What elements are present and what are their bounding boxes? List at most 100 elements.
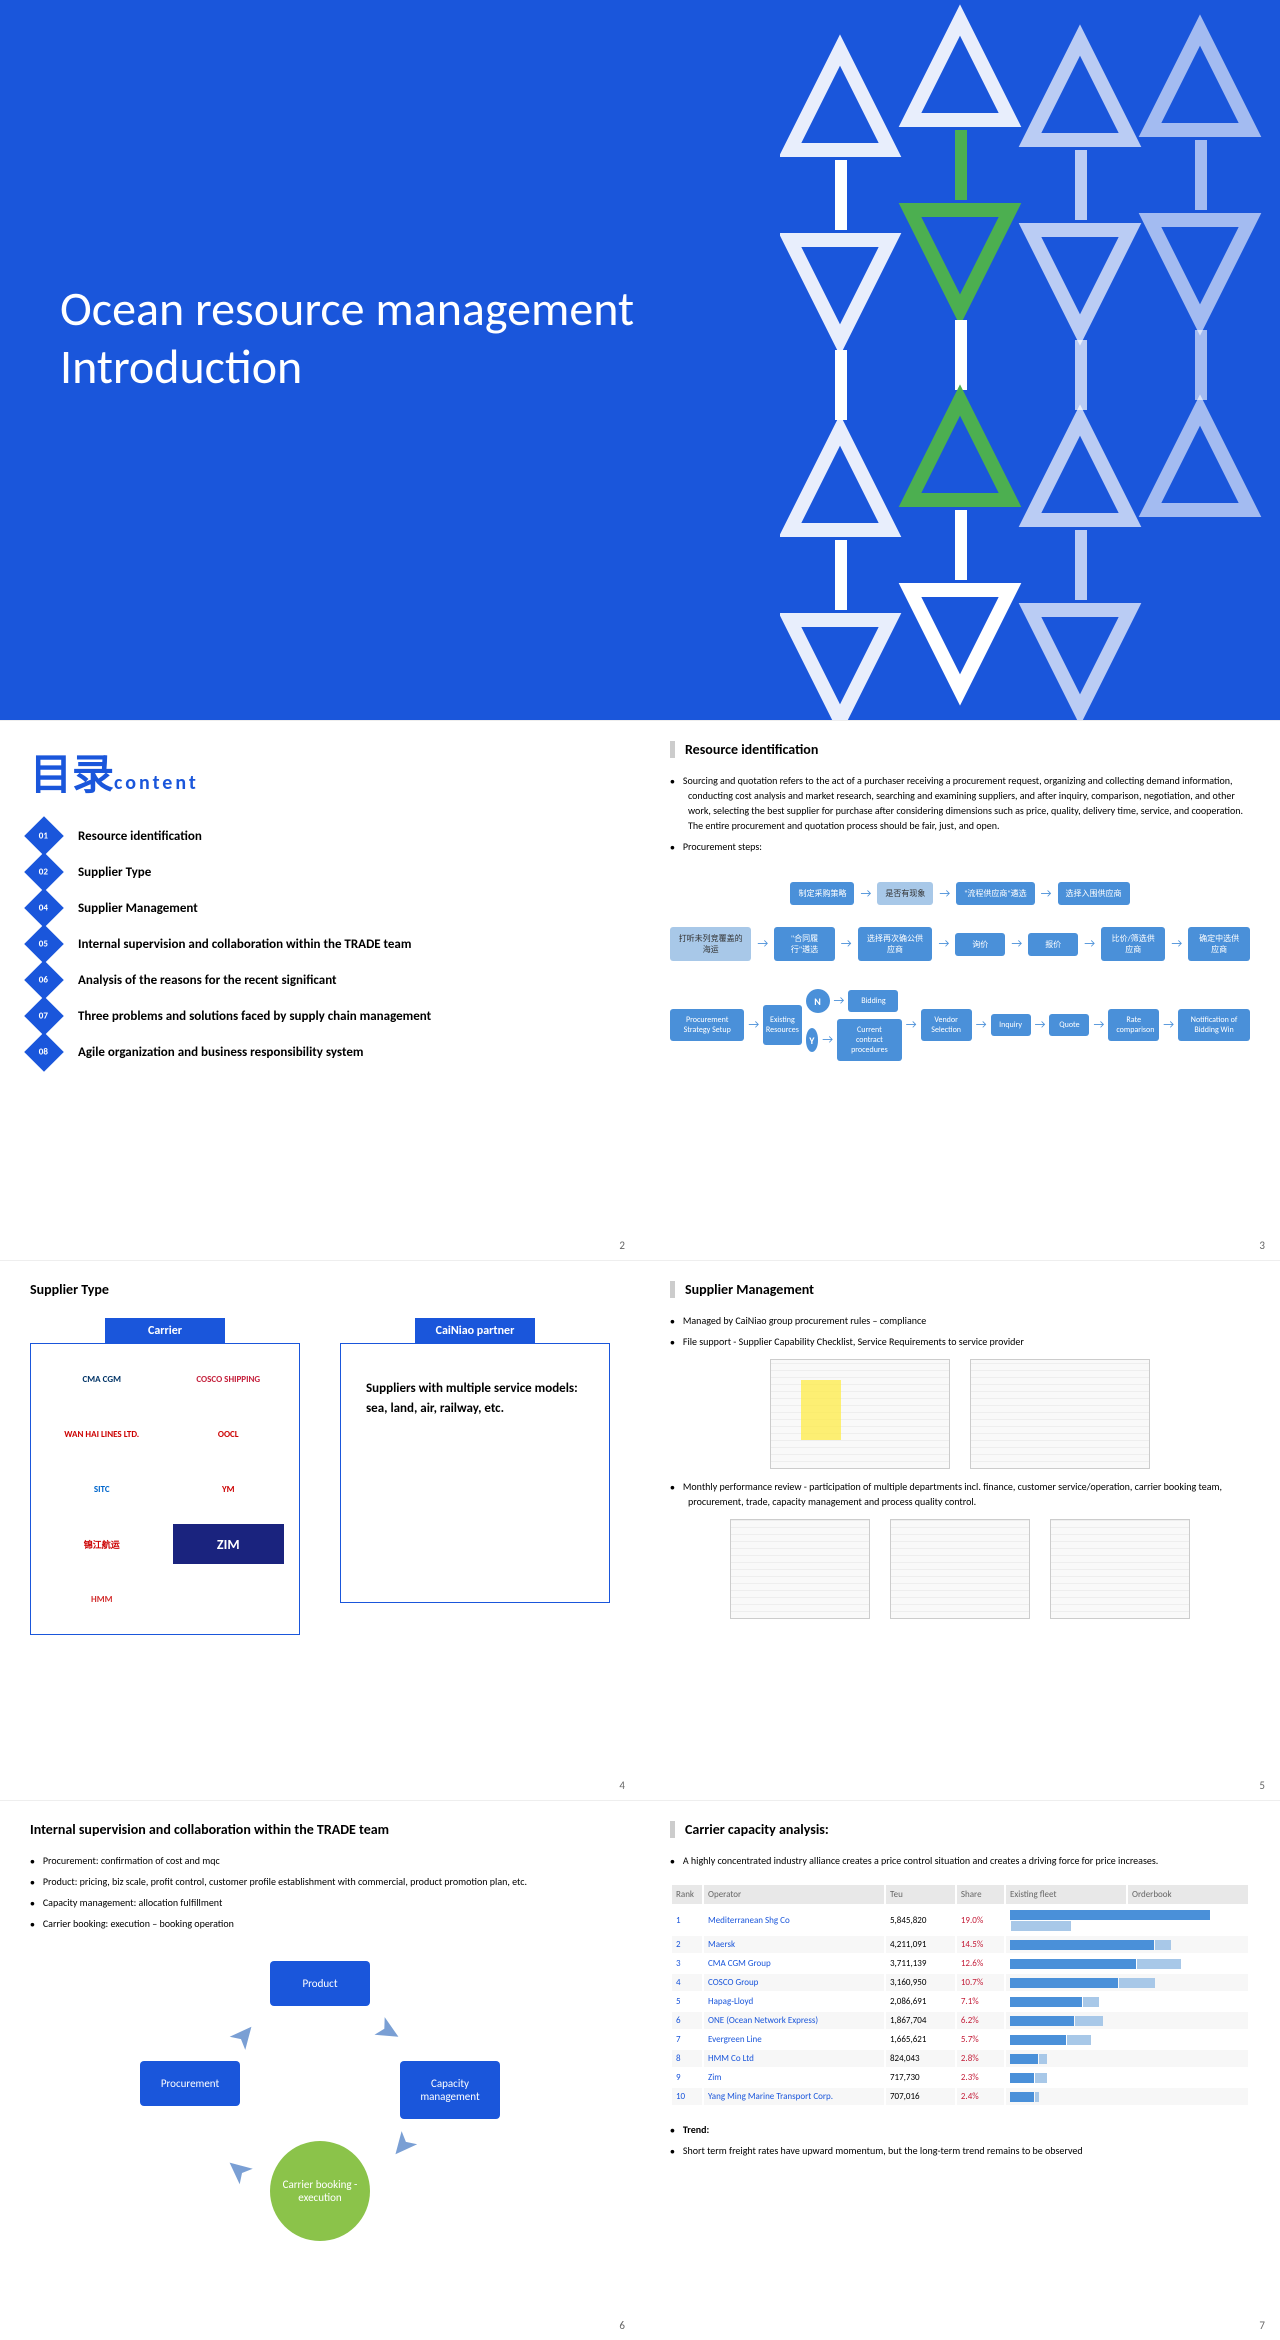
teu-cell: 5,845,820 bbox=[886, 1906, 955, 1934]
toc-slide: 目录content 01Resource identification02Sup… bbox=[0, 720, 640, 1260]
flow-box: 报价 bbox=[1028, 933, 1078, 956]
operator-cell: Evergreen Line bbox=[704, 2031, 884, 2048]
carrier-header: Carrier bbox=[105, 1318, 225, 1344]
carrier-logo: COSCO SHIPPING bbox=[173, 1359, 285, 1399]
partner-text: Suppliers with multiple service models: … bbox=[356, 1359, 594, 1438]
carrier-table: RankOperatorTeuShareExisting fleetOrderb… bbox=[670, 1883, 1250, 2107]
flow-box: "合同履行"遴选 bbox=[774, 927, 834, 961]
carrier-logo: HMM bbox=[46, 1579, 158, 1619]
table-header: Rank bbox=[672, 1885, 702, 1904]
flow-box: Rate comparison bbox=[1108, 1009, 1159, 1041]
toc-label: Supplier Management bbox=[78, 901, 198, 916]
section-title: Internal supervision and collaboration w… bbox=[30, 1821, 610, 1838]
flow-box: 比价/筛选供应商 bbox=[1101, 927, 1165, 961]
arrow-icon: ➤ bbox=[220, 2013, 267, 2059]
teu-cell: 1,867,704 bbox=[886, 2012, 955, 2029]
share-cell: 2.3% bbox=[957, 2069, 1004, 2086]
share-cell: 19.0% bbox=[957, 1906, 1004, 1934]
share-cell: 10.7% bbox=[957, 1974, 1004, 1991]
toc-title: 目录content bbox=[30, 741, 610, 802]
toc-item: 05Internal supervision and collaboration… bbox=[30, 930, 610, 958]
arrow-icon: ➤ bbox=[367, 2007, 410, 2054]
toc-label: Three problems and solutions faced by su… bbox=[78, 1009, 431, 1024]
flow-box: Current contract procedures bbox=[837, 1019, 902, 1061]
page-number: 5 bbox=[1259, 1779, 1265, 1792]
bullet-item: Carrier booking: execution – booking ope… bbox=[48, 1916, 610, 1931]
arrow-icon: → bbox=[939, 887, 950, 901]
toc-number: 01 bbox=[24, 816, 64, 856]
flow-box: 确定中选供应商 bbox=[1188, 927, 1250, 961]
toc-item: 06Analysis of the reasons for the recent… bbox=[30, 966, 610, 994]
operator-cell: COSCO Group bbox=[704, 1974, 884, 1991]
flow-box: Inquiry bbox=[991, 1014, 1031, 1036]
flow-box: 打听未列竞覆盖的海运 bbox=[670, 927, 751, 961]
page-number: 6 bbox=[619, 2319, 625, 2332]
table-header: Teu bbox=[886, 1885, 955, 1904]
bar-cell bbox=[1006, 1955, 1248, 1972]
rank-cell: 4 bbox=[672, 1974, 702, 1991]
toc-number: 08 bbox=[24, 1032, 64, 1072]
share-cell: 2.8% bbox=[957, 2050, 1004, 2067]
cycle-procurement: Procurement bbox=[140, 2061, 240, 2106]
cycle-product: Product bbox=[270, 1961, 370, 2006]
bullet-item: File support - Supplier Capability Check… bbox=[688, 1334, 1250, 1349]
rank-cell: 7 bbox=[672, 2031, 702, 2048]
arrow-icon: → bbox=[860, 887, 871, 901]
table-row: 10 Yang Ming Marine Transport Corp. 707,… bbox=[672, 2088, 1248, 2105]
toc-label: Internal supervision and collaboration w… bbox=[78, 937, 411, 952]
toc-title-en: content bbox=[114, 771, 199, 795]
cycle-diagram: Product Procurement Capacity management … bbox=[140, 1961, 500, 2241]
bar-cell bbox=[1006, 1993, 1248, 2010]
toc-number: 04 bbox=[24, 888, 64, 928]
teu-cell: 3,160,950 bbox=[886, 1974, 955, 1991]
toc-label: Agile organization and business responsi… bbox=[78, 1045, 363, 1060]
teu-cell: 717,730 bbox=[886, 2069, 955, 2086]
bullet-item: Managed by CaiNiao group procurement rul… bbox=[688, 1313, 1250, 1328]
teu-cell: 824,043 bbox=[886, 2050, 955, 2067]
carrier-logo: SITC bbox=[46, 1469, 158, 1509]
internal-slide: Internal supervision and collaboration w… bbox=[0, 1800, 640, 2340]
rank-cell: 3 bbox=[672, 1955, 702, 1972]
toc-item: 01Resource identification bbox=[30, 822, 610, 850]
teu-cell: 2,086,691 bbox=[886, 1993, 955, 2010]
teu-cell: 707,016 bbox=[886, 2088, 955, 2105]
table-row: 6 ONE (Ocean Network Express) 1,867,704 … bbox=[672, 2012, 1248, 2029]
form-review2 bbox=[890, 1519, 1030, 1619]
rank-cell: 6 bbox=[672, 2012, 702, 2029]
rank-cell: 9 bbox=[672, 2069, 702, 2086]
rank-cell: 5 bbox=[672, 1993, 702, 2010]
carrier-logo-grid: CMA CGMCOSCO SHIPPINGWAN HAI LINES LTD.O… bbox=[46, 1359, 284, 1619]
teu-cell: 1,665,621 bbox=[886, 2031, 955, 2048]
carrier-logo: 锦江航运 bbox=[46, 1524, 158, 1564]
operator-cell: Hapag-Lloyd bbox=[704, 1993, 884, 2010]
toc-label: Supplier Type bbox=[78, 865, 151, 880]
form-requirements bbox=[970, 1359, 1150, 1469]
arrow-icon: → bbox=[1035, 1018, 1046, 1032]
toc-number: 07 bbox=[24, 996, 64, 1036]
table-header: Operator bbox=[704, 1885, 884, 1904]
cycle-booking: Carrier booking - execution bbox=[270, 2141, 370, 2241]
trend-label: Trend: bbox=[688, 2122, 1250, 2137]
arrow-icon: → bbox=[1011, 937, 1022, 951]
teu-cell: 3,711,139 bbox=[886, 1955, 955, 1972]
table-row: 3 CMA CGM Group 3,711,139 12.6% bbox=[672, 1955, 1248, 1972]
resource-desc: Sourcing and quotation refers to the act… bbox=[688, 773, 1250, 833]
supplier-type-slide: Supplier Type Carrier CMA CGMCOSCO SHIPP… bbox=[0, 1260, 640, 1800]
resource-id-slide: Resource identification Sourcing and quo… bbox=[640, 720, 1280, 1260]
table-header: Existing fleet bbox=[1006, 1885, 1126, 1904]
monthly-review: Monthly performance review - participati… bbox=[688, 1479, 1250, 1509]
partner-header: CaiNiao partner bbox=[415, 1318, 535, 1344]
form-preview-2 bbox=[670, 1519, 1250, 1619]
operator-cell: Mediterranean Shg Co bbox=[704, 1906, 884, 1934]
arrow-icon: → bbox=[841, 937, 852, 951]
toc-item: 08Agile organization and business respon… bbox=[30, 1038, 610, 1066]
share-cell: 6.2% bbox=[957, 2012, 1004, 2029]
arrow-icon: → bbox=[757, 937, 768, 951]
toc-label: Analysis of the reasons for the recent s… bbox=[78, 973, 337, 988]
flow-n: N bbox=[806, 989, 830, 1013]
flow-box: 制定采购策略 bbox=[790, 882, 854, 905]
operator-cell: Yang Ming Marine Transport Corp. bbox=[704, 2088, 884, 2105]
trend-text: Short term freight rates have upward mom… bbox=[688, 2143, 1250, 2158]
table-header: Share bbox=[957, 1885, 1004, 1904]
operator-cell: Zim bbox=[704, 2069, 884, 2086]
